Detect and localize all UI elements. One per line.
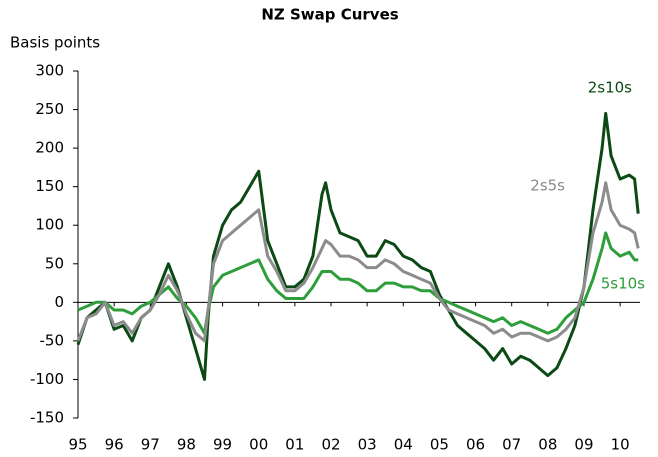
y-tick-label: -100 bbox=[30, 370, 64, 388]
x-tick-label: 97 bbox=[141, 436, 160, 454]
x-tick-label: 98 bbox=[177, 436, 196, 454]
y-tick-label: -150 bbox=[30, 409, 64, 427]
series-line bbox=[77, 231, 639, 335]
y-tick-label: 100 bbox=[35, 216, 64, 234]
x-tick-label: 02 bbox=[321, 436, 340, 454]
y-axis-label: Basis points bbox=[10, 34, 100, 52]
series-label: 5s10s bbox=[601, 275, 645, 293]
y-tick-label: 200 bbox=[35, 139, 64, 157]
y-tick-label: 150 bbox=[35, 177, 64, 195]
x-tick-label: 06 bbox=[466, 436, 485, 454]
x-tick-label: 95 bbox=[68, 436, 87, 454]
series-line bbox=[76, 111, 640, 381]
x-tick-label: 96 bbox=[105, 436, 124, 454]
chart-title: NZ Swap Curves bbox=[261, 6, 398, 24]
x-tick-label: 99 bbox=[213, 436, 232, 454]
y-tick-label: -50 bbox=[40, 331, 65, 349]
x-tick-label: 03 bbox=[358, 436, 377, 454]
series-label: 2s10s bbox=[588, 79, 632, 97]
x-tick-label: 10 bbox=[611, 436, 630, 454]
y-tick-label: 250 bbox=[35, 100, 64, 118]
y-tick-label: 0 bbox=[54, 293, 64, 311]
y-tick-label: 300 bbox=[35, 62, 64, 80]
x-tick-label: 09 bbox=[574, 436, 593, 454]
x-tick-label: 05 bbox=[430, 436, 449, 454]
y-tick-label: 50 bbox=[45, 254, 64, 272]
x-tick-label: 04 bbox=[394, 436, 413, 454]
x-tick-label: 07 bbox=[502, 436, 521, 454]
x-tick-label: 01 bbox=[285, 436, 304, 454]
series-label: 2s5s bbox=[530, 177, 565, 195]
series-line bbox=[76, 181, 640, 343]
x-tick-label: 00 bbox=[249, 436, 268, 454]
x-tick-label: 08 bbox=[538, 436, 557, 454]
